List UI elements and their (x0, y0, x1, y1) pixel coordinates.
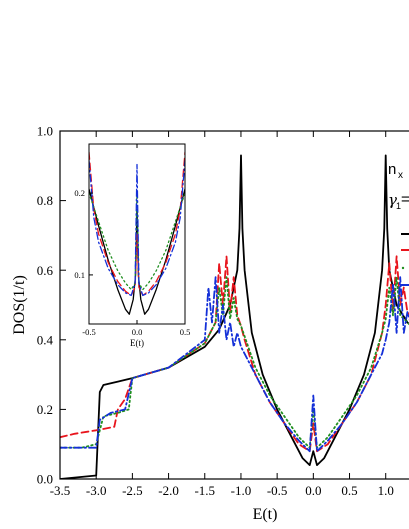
inset-y-tick-label-1: 0.2 (74, 188, 85, 198)
main-x-tick-label-6: -0.5 (267, 483, 288, 498)
main-plot-frame (59, 130, 409, 480)
main-y-axis: 0.0 0.2 0.4 0.6 0.8 1.0 (37, 124, 66, 487)
inset-y-tick-label-0: 0.1 (74, 270, 85, 280)
legend-symbol-x-subscript: x (398, 170, 403, 181)
legend-annotation: n x γ 1 = (388, 161, 409, 286)
legend-symbol-gamma-subscript: 1 (396, 201, 401, 211)
main-y-tick-label-3: 0.6 (37, 263, 54, 278)
main-x-tick-label-9: 1.0 (378, 483, 394, 498)
main-x-axis: -3.5-3.0-2.5-2.0-1.5-1.0-0.50.00.51.01.5 (50, 131, 394, 498)
main-x-tick-label-7: 0.0 (305, 483, 321, 498)
inset-x-tick-label-1: 0.0 (132, 327, 143, 337)
inset-plot-lines (89, 151, 185, 315)
legend-symbol-n: n (388, 161, 396, 178)
legend-symbol-equals: = (401, 191, 409, 208)
main-x-tick-label-5: -1.0 (231, 483, 252, 498)
inset-x-tick-label-2: 0.5 (180, 327, 191, 337)
main-x-tick-label-4: -1.5 (194, 483, 215, 498)
legend-symbol-gamma: γ (388, 191, 397, 209)
inset-chart: -0.5 0.0 0.5 0.1 0.2 E(t) (74, 143, 190, 348)
inset-series-1-line (89, 151, 185, 297)
main-x-tick-label-3: -2.0 (158, 483, 179, 498)
main-y-tick-label-5: 1.0 (37, 124, 53, 139)
main-y-tick-label-4: 0.8 (37, 193, 53, 208)
legend-swatch-green (401, 266, 405, 270)
main-y-tick-label-0: 0.0 (37, 472, 53, 487)
main-y-tick-label-1: 0.2 (37, 402, 53, 417)
main-x-tick-label-0: -3.5 (50, 483, 71, 498)
main-x-tick-label-2: -2.5 (122, 483, 143, 498)
main-x-tick-label-8: 0.5 (341, 483, 357, 498)
main-plot-lines (60, 154, 409, 479)
y-axis-title: DOS(1/t) (11, 275, 28, 335)
inset-series-3-line (89, 159, 185, 297)
inset-x-axis: -0.5 0.0 0.5 (82, 144, 190, 337)
inset-x-tick-label-0: -0.5 (82, 327, 95, 337)
x-axis-title: E(t) (253, 506, 278, 523)
inset-x-axis-title: E(t) (130, 338, 144, 348)
main-series-3-line (60, 276, 409, 453)
main-y-tick-label-2: 0.4 (37, 332, 54, 347)
inset-y-axis: 0.1 0.2 (74, 188, 93, 280)
main-x-tick-label-1: -3.0 (86, 483, 107, 498)
